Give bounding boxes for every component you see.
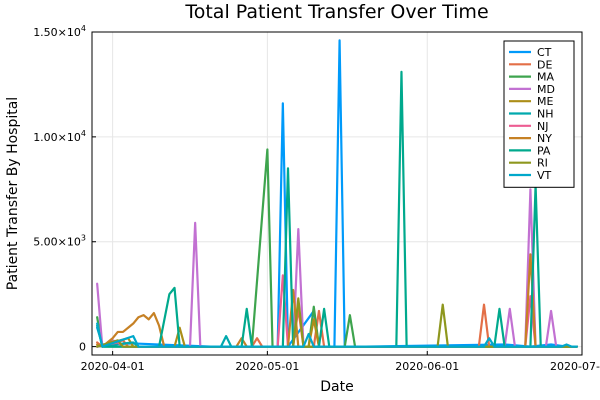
x-tick-label: 2020-06-01 xyxy=(395,360,459,373)
y-tick-label: 1.00×104 xyxy=(33,129,86,144)
series-line-de xyxy=(96,303,578,348)
legend-label-me: ME xyxy=(537,95,553,108)
series-line-ri xyxy=(96,297,578,348)
legend-label-md: MD xyxy=(537,83,555,96)
x-tick-label: 2020-04-01 xyxy=(81,360,145,373)
legend-label-pa: PA xyxy=(537,144,551,157)
y-tick-label: 0 xyxy=(79,341,86,354)
axis-ticks: 2020-04-01 2020-05-01 2020-06-01 2020-07-01… xyxy=(33,24,600,373)
series-line-nj xyxy=(96,274,578,348)
series-lines xyxy=(96,39,578,348)
series-line-vt xyxy=(96,322,578,348)
legend-label-ri: RI xyxy=(537,157,548,170)
legend-label-ny: NY xyxy=(537,132,552,145)
legend-label-nh: NH xyxy=(537,108,554,121)
y-tick-label: 5.00×103 xyxy=(33,234,86,249)
x-axis-label: Date xyxy=(320,379,353,395)
x-tick-label: 2020-07-01 xyxy=(550,360,600,373)
legend-label-ma: MA xyxy=(537,71,554,84)
legend-label-ct: CT xyxy=(537,46,552,59)
legend-label-vt: VT xyxy=(537,169,552,182)
legend-label-de: DE xyxy=(537,58,552,71)
y-axis-label: Patient Transfer By Hospital xyxy=(5,97,21,290)
x-tick-label: 2020-05-01 xyxy=(235,360,299,373)
legend-label-nj: NJ xyxy=(537,120,548,133)
y-tick-label: 1.50×104 xyxy=(33,24,86,39)
plot-frame xyxy=(91,31,583,356)
chart-title: Total Patient Transfer Over Time xyxy=(184,1,488,23)
